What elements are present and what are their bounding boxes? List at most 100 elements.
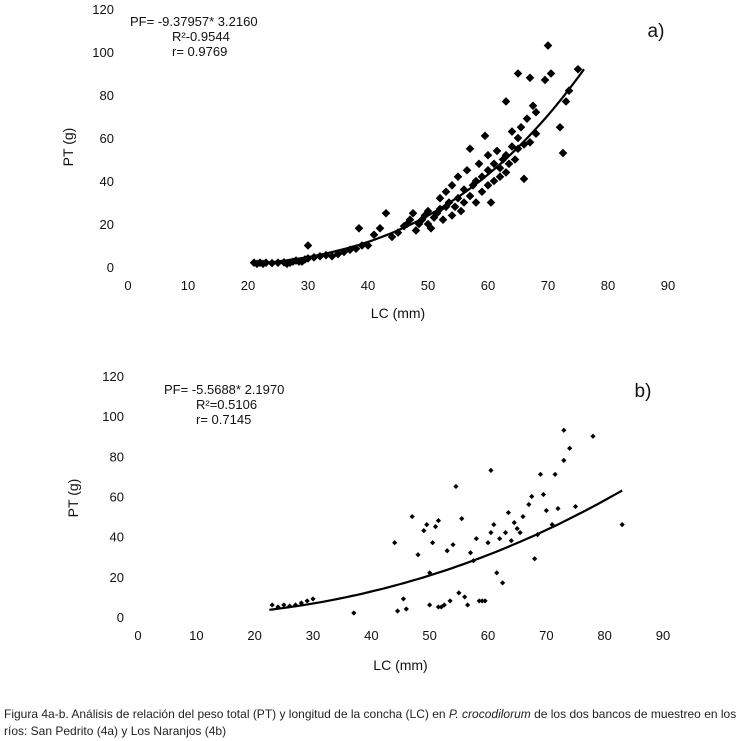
data-point [432, 524, 439, 530]
data-point [531, 129, 541, 138]
data-point [555, 122, 565, 132]
y-tick-label: 40 [110, 530, 124, 545]
data-point [511, 520, 517, 526]
data-point [494, 570, 500, 576]
data-point [555, 505, 561, 512]
data-point [459, 185, 469, 194]
x-tick-label: 50 [421, 278, 435, 293]
data-point [426, 224, 436, 233]
data-point [546, 69, 556, 78]
data-point [572, 503, 579, 510]
x-tick-label: 10 [181, 278, 195, 293]
data-point [486, 198, 496, 207]
data-point [525, 73, 535, 83]
data-point [491, 522, 497, 528]
data-point [497, 536, 503, 542]
data-point [471, 176, 481, 186]
data-point [476, 598, 482, 604]
data-point [447, 598, 453, 604]
data-point [513, 133, 523, 143]
data-point [421, 528, 427, 534]
data-point [287, 603, 293, 609]
data-point [447, 211, 457, 220]
data-point [525, 138, 535, 147]
data-point [408, 208, 418, 218]
data-point [462, 594, 468, 600]
data-point [393, 228, 403, 237]
data-point [450, 202, 460, 212]
data-point [492, 146, 502, 156]
data-point [453, 483, 459, 490]
data-point [489, 159, 499, 169]
x-tick-label: 10 [189, 628, 203, 643]
data-point [444, 548, 450, 554]
data-point [540, 491, 547, 498]
data-point [482, 598, 488, 604]
data-point [508, 538, 514, 544]
x-tick-label: 90 [656, 628, 670, 643]
x-tick-label: 0 [134, 628, 141, 643]
data-point [564, 86, 574, 95]
caption-text-end: de los dos bancos de muestreo en los río… [4, 707, 737, 738]
data-point [480, 131, 490, 141]
data-point [526, 501, 532, 508]
data-point [510, 155, 520, 164]
data-point [441, 202, 451, 212]
data-point [522, 114, 532, 123]
data-point [456, 590, 462, 596]
data-point [435, 604, 442, 610]
y-tick-label: 20 [100, 217, 114, 232]
x-tick-label: 80 [601, 278, 615, 293]
data-point [303, 254, 313, 263]
y-tick-label: 0 [117, 610, 124, 625]
data-point [375, 224, 385, 233]
data-point [450, 542, 456, 548]
data-point [405, 215, 415, 224]
data-point [552, 471, 558, 478]
data-point [411, 226, 421, 235]
y-axis-title: PT (g) [60, 128, 76, 167]
data-point [471, 198, 481, 207]
data-point [304, 598, 310, 604]
data-point [309, 253, 319, 262]
data-point [465, 144, 475, 154]
data-point [513, 69, 523, 78]
trend-line [269, 489, 623, 611]
data-point [501, 150, 511, 160]
data-point [477, 172, 487, 181]
equation-line: PF= -9.37957* 3.2160 [130, 14, 258, 29]
data-point [499, 580, 506, 586]
data-point [561, 427, 567, 433]
data-point [441, 602, 447, 608]
x-tick-label: 40 [364, 628, 378, 643]
data-point [590, 433, 596, 439]
y-tick-label: 60 [110, 490, 124, 505]
data-point [474, 159, 484, 169]
data-point [363, 241, 373, 250]
y-tick-label: 100 [102, 409, 124, 424]
data-point [549, 522, 555, 528]
data-point [303, 241, 313, 250]
figure-caption: Figura 4a-b. Análisis de relación del pe… [4, 706, 744, 740]
data-point [310, 596, 316, 602]
data-point [517, 530, 523, 536]
equation-line: PF= -5.5688* 2.1970 [164, 382, 284, 397]
data-point [275, 604, 281, 610]
data-point [501, 97, 511, 106]
data-point [619, 522, 625, 528]
data-point [459, 515, 465, 522]
data-point [502, 530, 509, 536]
data-point [415, 552, 421, 558]
data-point [488, 467, 494, 473]
x-tick-label: 20 [247, 628, 261, 643]
x-tick-label: 60 [481, 628, 495, 643]
panel-label: b) [635, 381, 652, 402]
data-point [281, 602, 287, 608]
x-axis-title: LC (mm) [373, 657, 427, 673]
data-point [438, 215, 448, 224]
y-tick-label: 0 [107, 260, 114, 275]
data-point [339, 247, 349, 257]
y-tick-label: 120 [102, 369, 124, 384]
data-point [403, 606, 409, 612]
data-point [292, 602, 299, 608]
